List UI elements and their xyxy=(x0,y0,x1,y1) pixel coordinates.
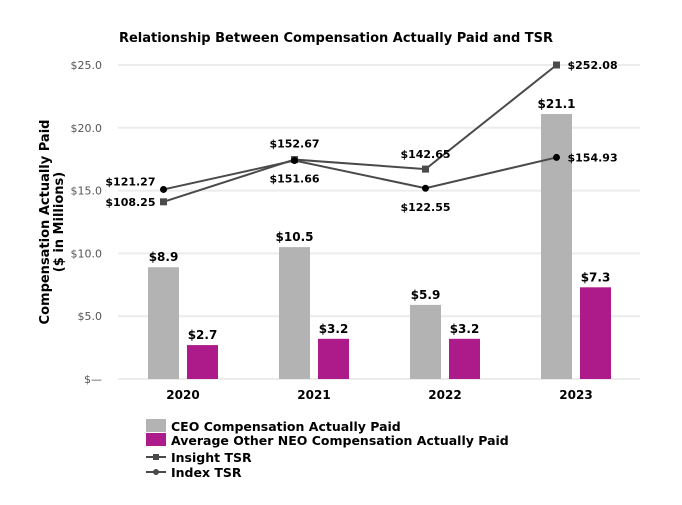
y-tick-label: $20.0 xyxy=(71,122,103,135)
ceo-bar-2022 xyxy=(410,304,441,379)
neo-bar-2020 xyxy=(187,345,218,379)
index-tsr-point xyxy=(553,153,560,161)
insight-tsr-point xyxy=(160,198,167,206)
neo-bar-2023 xyxy=(580,287,611,379)
insight-tsr-point xyxy=(422,165,429,173)
index-tsr-line xyxy=(163,156,557,191)
y-axis-title-line-2: ($ in Millions) xyxy=(52,172,67,272)
bar-data-label: $2.7 xyxy=(188,328,218,342)
x-tick-label: 2021 xyxy=(297,388,330,402)
bar-data-label: $3.2 xyxy=(450,322,480,336)
tsr-data-label: $122.55 xyxy=(400,201,450,214)
ceo-bar-2020 xyxy=(148,267,179,379)
legend-item[interactable]: CEO Compensation Actually Paid xyxy=(146,419,401,434)
x-tick-label: 2020 xyxy=(166,388,199,402)
bar-data-label: $21.1 xyxy=(538,97,576,111)
legend-label: Index TSR xyxy=(171,465,242,480)
y-tick-label: $15.0 xyxy=(71,185,103,198)
legend-circle-marker-icon xyxy=(153,469,159,475)
legend-label: Insight TSR xyxy=(171,450,252,465)
index-tsr-point xyxy=(160,185,167,193)
tsr-data-label: $108.25 xyxy=(105,196,155,209)
tsr-data-label: $151.66 xyxy=(269,173,319,186)
y-axis-title-line-1: Compensation Actually Paid xyxy=(38,120,53,325)
y-tick-label: $10.0 xyxy=(71,247,103,260)
legend-square-marker-icon xyxy=(153,454,159,460)
legend-label: Average Other NEO Compensation Actually … xyxy=(171,433,509,448)
neo-bar-2022 xyxy=(449,338,480,379)
ceo-bar-2021 xyxy=(279,247,310,379)
tsr-data-label: $121.27 xyxy=(105,175,155,188)
tsr-data-label: $154.93 xyxy=(568,151,618,164)
x-tick-label: 2023 xyxy=(559,388,592,402)
y-tick-label: $5.0 xyxy=(78,310,103,323)
tsr-data-label: $142.65 xyxy=(400,148,450,161)
legend-item[interactable]: Average Other NEO Compensation Actually … xyxy=(146,433,509,448)
index-tsr-point xyxy=(291,157,298,165)
bar-data-label: $7.3 xyxy=(581,270,611,284)
insight-tsr-line xyxy=(163,64,558,203)
legend-swatch xyxy=(146,433,166,446)
y-tick-label: $25.0 xyxy=(71,59,103,72)
tsr-data-label: $252.08 xyxy=(568,59,618,72)
legend-item[interactable]: Insight TSR xyxy=(146,450,252,465)
chart-title: Relationship Between Compensation Actual… xyxy=(119,31,553,46)
bar-data-label: $10.5 xyxy=(276,230,314,244)
index-tsr-point xyxy=(422,184,429,192)
tsr-data-label: $152.67 xyxy=(269,138,319,151)
bar-data-label: $8.9 xyxy=(149,250,179,264)
legend-swatch xyxy=(146,419,166,432)
legend-item[interactable]: Index TSR xyxy=(146,465,242,480)
y-axis-title: Compensation Actually Paid ($ in Million… xyxy=(38,120,67,325)
bar-data-label: $3.2 xyxy=(319,322,349,336)
insight-tsr-point xyxy=(553,61,560,69)
bar-data-label: $5.9 xyxy=(411,288,441,302)
y-tick-label: $— xyxy=(84,373,102,386)
x-tick-label: 2022 xyxy=(428,388,461,402)
legend-label: CEO Compensation Actually Paid xyxy=(171,419,401,434)
neo-bar-2021 xyxy=(318,338,349,379)
